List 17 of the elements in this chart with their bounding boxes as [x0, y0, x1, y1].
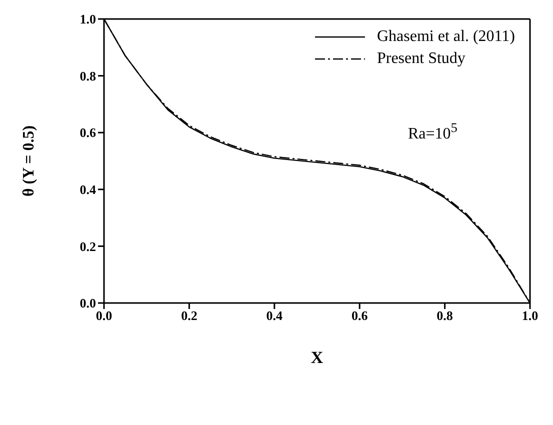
- annotation: Ra=10$^{5}$: [408, 120, 458, 144]
- x-tick-label: 0.4: [266, 308, 284, 324]
- x-tick-label: 0.2: [181, 308, 198, 324]
- y-tick-label: 0.0: [80, 296, 96, 311]
- x-axis-title: X: [310, 348, 324, 367]
- y-tick-label: 1.0: [80, 12, 96, 27]
- y-tick-label: 0.2: [80, 238, 96, 254]
- y-axis-title: θ (Y = 0.5): [20, 125, 38, 197]
- y-tick-label: 0.4: [80, 182, 96, 198]
- legend-label: Ghasemi et al. (2011): [376, 28, 515, 46]
- x-tick-label: 0.6: [351, 308, 368, 324]
- y-tick-label: 0.8: [80, 68, 96, 84]
- y-tick-label: 0.6: [80, 125, 96, 140]
- x-tick-label: 0.8: [436, 308, 454, 324]
- x-tick-label: 1.0: [522, 308, 538, 324]
- legend-label: Present Study: [376, 50, 466, 68]
- x-tick-label: 0.0: [96, 308, 112, 324]
